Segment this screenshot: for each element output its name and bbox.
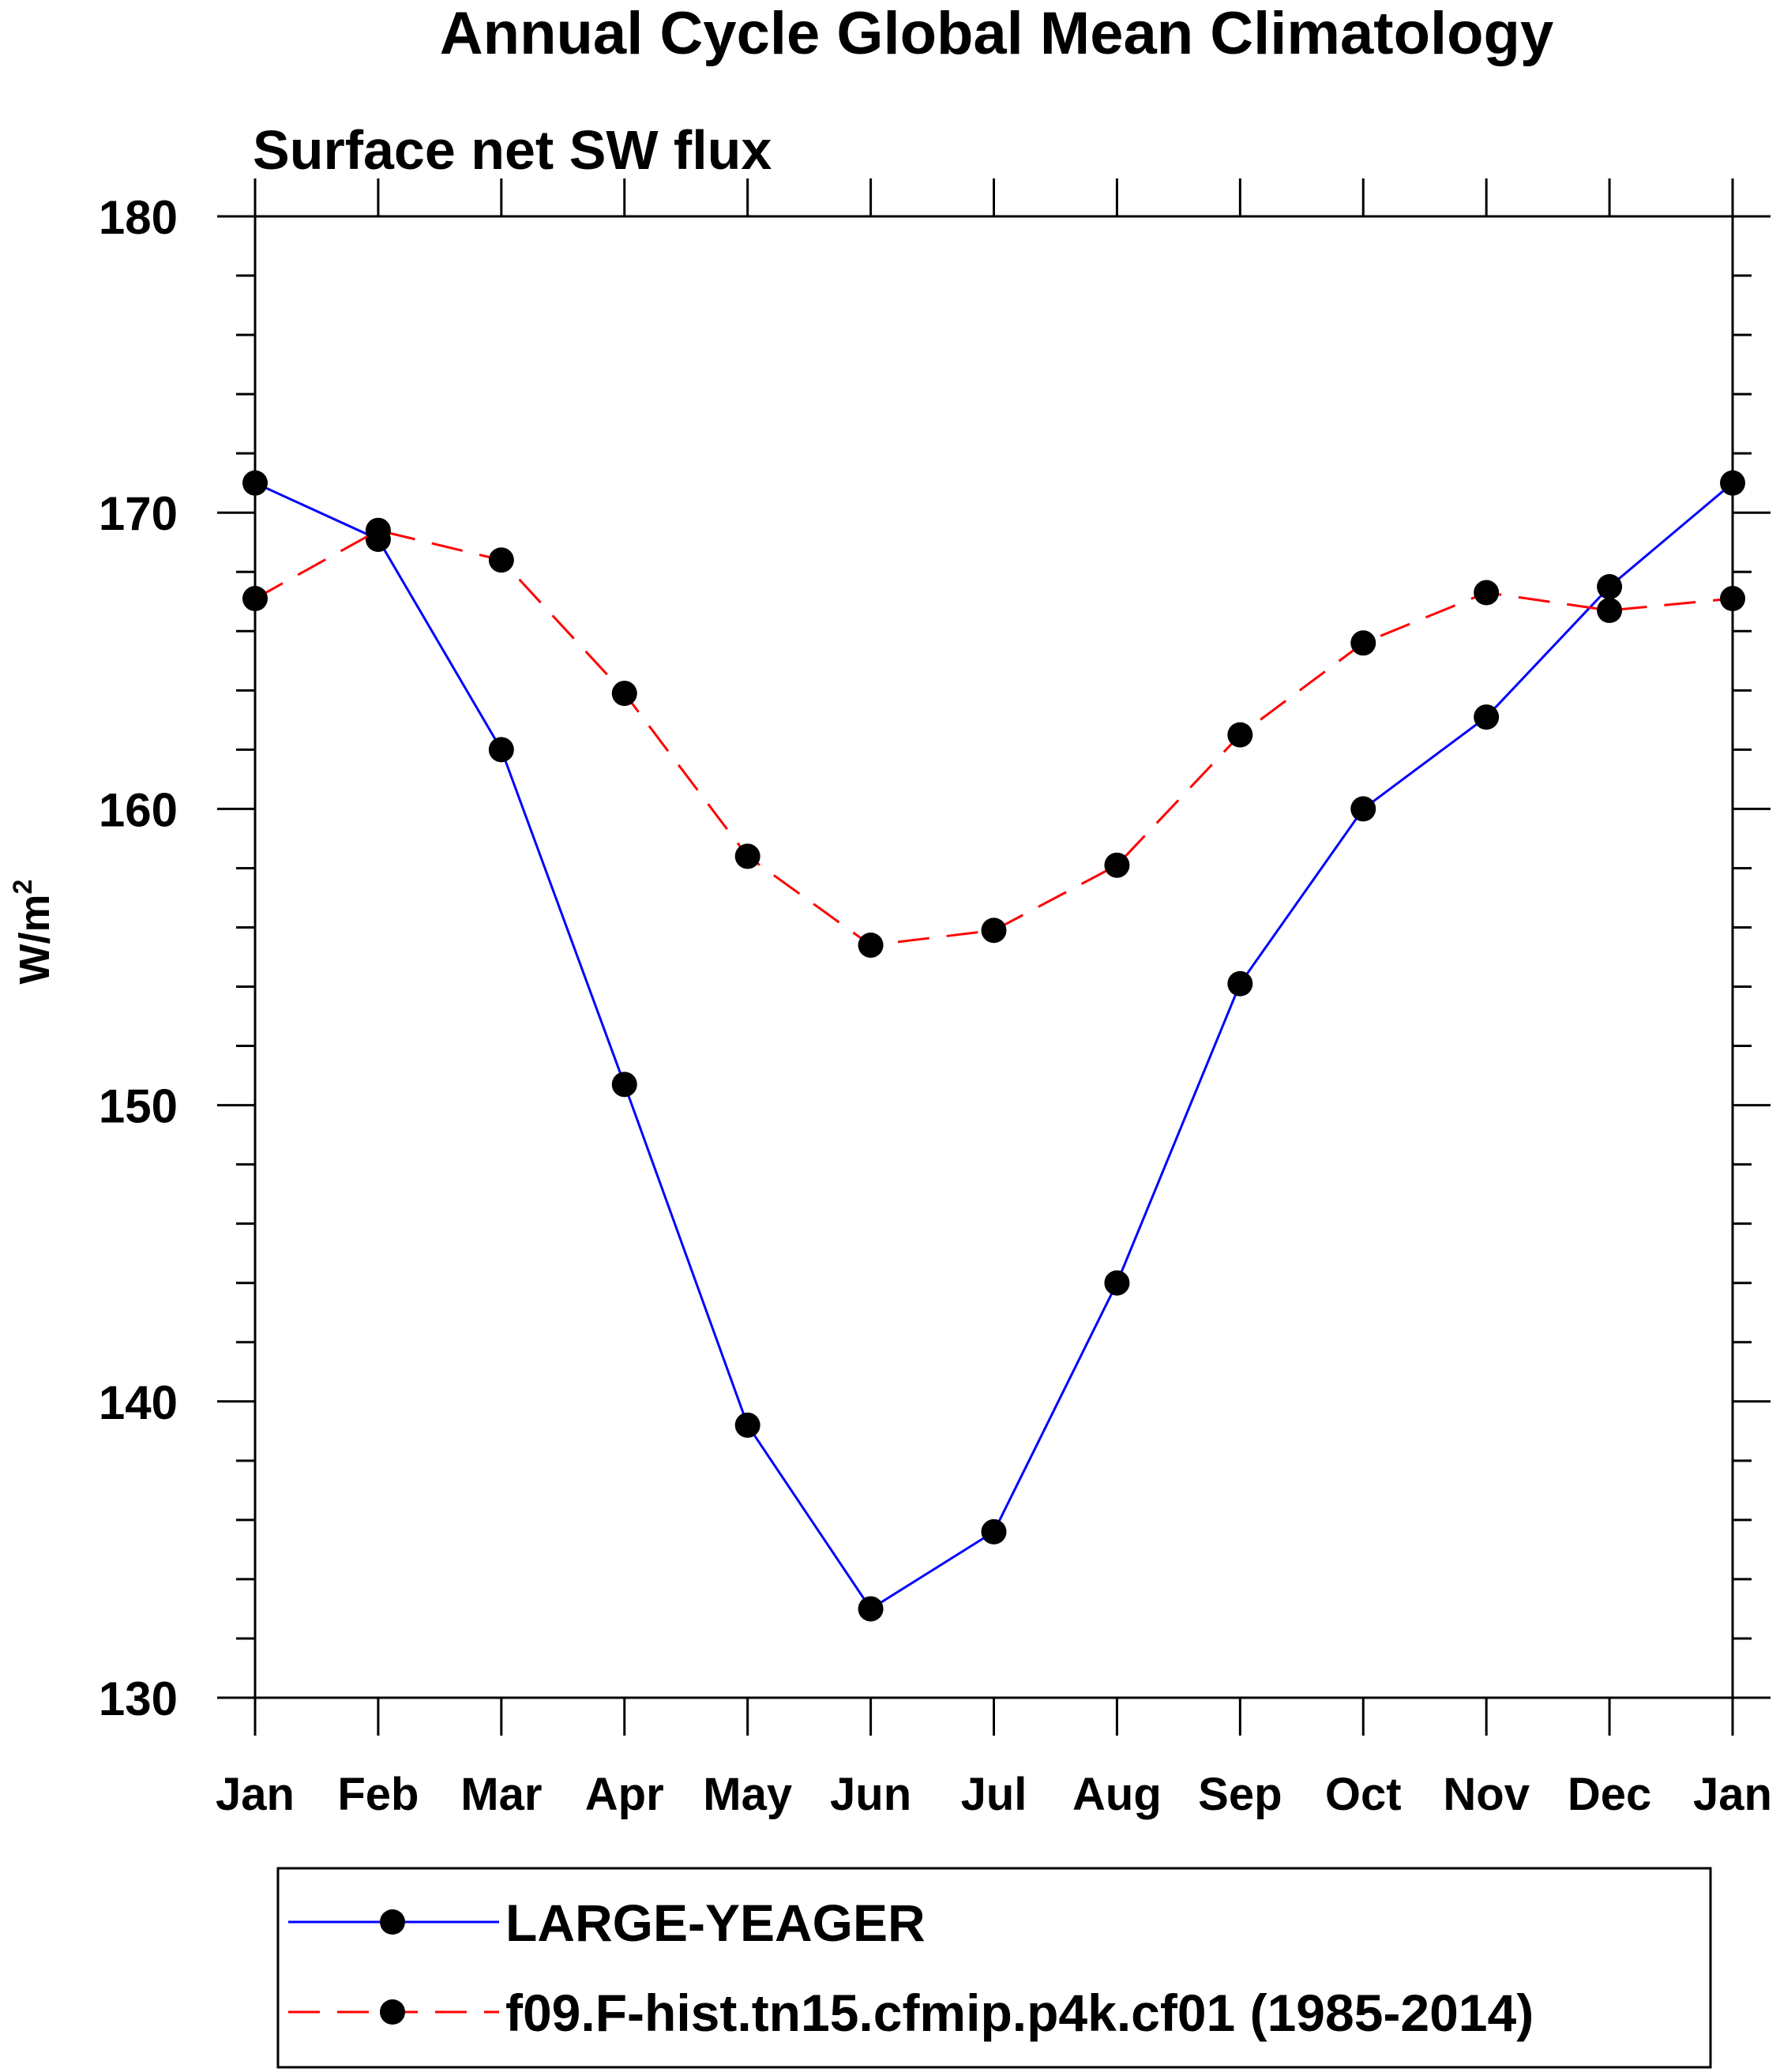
- x-tick-label: May: [703, 1769, 792, 1820]
- chart-subtitle: Surface net SW flux: [253, 119, 772, 181]
- y-tick-label: 150: [99, 1080, 178, 1133]
- data-point: [488, 737, 514, 763]
- x-tick-label: Oct: [1325, 1769, 1402, 1820]
- chart-title: Annual Cycle Global Mean Climatology: [440, 0, 1553, 67]
- data-point: [1720, 586, 1745, 612]
- data-point: [365, 517, 391, 543]
- data-point: [1474, 580, 1500, 606]
- svg-text:W/m2: W/m2: [8, 880, 58, 985]
- series-line: [254, 529, 1733, 947]
- data-point: [1720, 470, 1745, 496]
- data-point: [858, 932, 884, 958]
- data-point: [488, 547, 514, 573]
- data-point: [1227, 970, 1253, 997]
- x-tick-label: Sep: [1198, 1769, 1282, 1820]
- data-point: [1227, 722, 1253, 748]
- series-line: [254, 482, 1733, 1611]
- data-point: [1597, 598, 1623, 624]
- y-tick-label: 170: [99, 487, 178, 540]
- data-point: [1104, 1270, 1130, 1296]
- x-tick-label: Mar: [460, 1769, 542, 1820]
- y-tick-label: 160: [99, 783, 178, 836]
- legend-box: [276, 1867, 1712, 2069]
- data-point: [242, 470, 268, 496]
- data-point: [1597, 574, 1623, 599]
- legend-label: f09.F-hist.tn15.cfmip.p4k.cf01 (1985-201…: [505, 1984, 1534, 2042]
- data-point: [734, 1412, 760, 1438]
- y-axis-label-superscript: 2: [8, 880, 38, 895]
- x-tick-label: Jan: [1693, 1769, 1772, 1820]
- x-tick-label: Jan: [216, 1769, 295, 1820]
- data-point: [242, 586, 268, 612]
- x-tick-label: Jun: [830, 1769, 911, 1820]
- data-point: [981, 1518, 1007, 1545]
- data-point: [1474, 704, 1500, 730]
- y-tick-label: 180: [99, 191, 178, 244]
- y-axis-label-text: W/m: [11, 894, 58, 984]
- data-point: [734, 843, 760, 869]
- x-tick-label: Apr: [585, 1769, 664, 1820]
- series-1: [242, 470, 1745, 1622]
- axes: 130 140 150 160 170 180 Jan Feb Mar Apr May Jun Jul A…: [99, 178, 1772, 1820]
- x-tick-label: Feb: [337, 1769, 419, 1820]
- data-point: [981, 918, 1007, 944]
- data-point: [611, 681, 637, 707]
- x-tick-label: Nov: [1443, 1769, 1530, 1820]
- legend-swatch-marker: [380, 1909, 405, 1935]
- series-2: [242, 517, 1745, 958]
- data-point: [1104, 852, 1130, 878]
- data-point: [858, 1596, 884, 1622]
- y-axis-label: W/m2: [8, 880, 58, 985]
- legend: LARGE-YEAGER f09.F-hist.tn15.cfmip.p4k.cf…: [276, 1867, 1712, 2069]
- x-tick-label: Aug: [1072, 1769, 1162, 1820]
- plot-frame: [253, 215, 1734, 1699]
- legend-swatch-marker: [380, 1999, 405, 2025]
- plot-series: [242, 470, 1745, 1622]
- x-tick-label: Dec: [1568, 1769, 1651, 1820]
- x-tick-label: Jul: [961, 1769, 1027, 1820]
- y-tick-label: 140: [99, 1376, 178, 1429]
- data-point: [1350, 630, 1376, 656]
- data-point: [611, 1072, 637, 1098]
- data-point: [1350, 796, 1376, 822]
- legend-label: LARGE-YEAGER: [505, 1894, 926, 1952]
- y-tick-label: 130: [99, 1672, 178, 1725]
